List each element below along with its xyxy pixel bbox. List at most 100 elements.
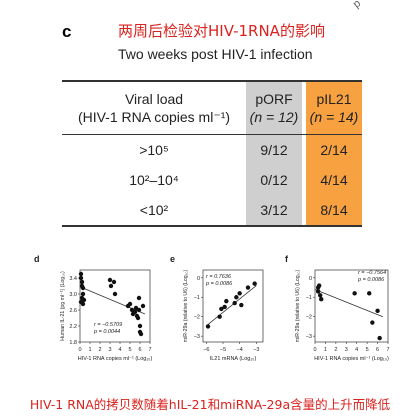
stats-text: r = 0.7636 (206, 274, 232, 280)
fit-line (314, 289, 383, 318)
data-point (319, 296, 324, 302)
header-pil21-line2: (n = 14) (309, 109, 359, 125)
data-point (219, 306, 224, 312)
x-tick-label: 7 (386, 347, 389, 353)
porf-cell: 3/12 (246, 195, 302, 227)
data-point (127, 301, 133, 307)
y-tick-label: −3 (306, 334, 312, 340)
panel-letter: e (170, 254, 175, 264)
row-label: 10²–10⁴ (129, 172, 179, 188)
data-point (232, 300, 237, 306)
pil21-cell: 2/14 (306, 134, 362, 165)
panel-letter: d (34, 254, 40, 264)
y-tick-label: −3 (194, 334, 200, 340)
y-tick-label: 3.0 (69, 292, 77, 298)
x-tick-label: 0 (78, 347, 81, 353)
data-point (370, 320, 375, 325)
header-porf-line2: (n = 12) (249, 109, 299, 125)
stats-text: r = −0.7564 (358, 270, 386, 276)
header-viral-load: Viral load (HIV-1 RNA copies ml⁻¹) (62, 80, 246, 135)
x-tick-label: 3 (108, 347, 111, 353)
data-point (132, 309, 138, 315)
data-point (252, 281, 257, 286)
x-tick-label: 0 (313, 347, 316, 353)
x-tick-label: −5 (220, 347, 226, 353)
y-tick-label: 0 (309, 276, 312, 282)
y-tick-label: −1 (306, 295, 312, 301)
x-tick-label: 6 (376, 347, 379, 353)
x-axis-label: HIV-1 RNA copies ml⁻¹ (Log₁₀) (78, 356, 153, 362)
x-tick-label: 1 (324, 347, 327, 353)
plot-frame (202, 269, 264, 343)
data-point (222, 304, 227, 310)
data-point (234, 295, 239, 300)
data-point (112, 291, 118, 297)
data-point (352, 291, 357, 296)
data-point (107, 277, 113, 283)
data-point (224, 298, 229, 304)
x-tick-label: 4 (118, 347, 121, 353)
data-point (138, 331, 144, 337)
data-point (80, 291, 86, 297)
x-tick-label: 5 (128, 347, 131, 353)
row-label: >10⁵ (139, 142, 169, 158)
x-tick-label: 4 (355, 347, 358, 353)
table-row: 10²–10⁴ 0/12 4/14 (62, 165, 362, 195)
x-tick-label: −3 (253, 347, 259, 353)
x-tick-label: 1 (88, 347, 91, 353)
panel-c-letter: c (62, 22, 72, 41)
data-point (78, 275, 84, 281)
table-row: <10² 3/12 8/14 (62, 195, 362, 227)
x-tick-label: −6 (203, 347, 209, 353)
x-axis-label: IL21 mRNA (Log₁₀) (210, 356, 257, 362)
data-point (80, 301, 86, 307)
header-pil21: pIL21 (n = 14) (306, 80, 362, 135)
table-subtitle: Two weeks post HIV-1 infection (118, 46, 313, 62)
data-point (205, 324, 211, 329)
header-porf: pORF (n = 12) (246, 80, 302, 135)
stats-text: p = 0.0086 (357, 277, 385, 283)
data-point (315, 289, 321, 294)
stats-text: p = 0.0044 (93, 329, 120, 335)
data-point (245, 285, 251, 290)
data-point (316, 283, 322, 288)
chinese-footer: HIV-1 RNA的拷贝数随着hIL-21和miRNA-29a含量的上升而降低 (29, 397, 391, 412)
header-porf-line1: pORF (255, 91, 293, 107)
x-tick-label: 3 (345, 347, 348, 353)
fit-line (207, 285, 257, 325)
porf-cell: 0/12 (246, 165, 302, 195)
data-point (108, 283, 114, 289)
data-point (377, 335, 382, 341)
porf-cell: 9/12 (246, 134, 302, 165)
table-row: >10⁵ 9/12 2/14 (62, 134, 362, 165)
plot-frame (79, 269, 151, 343)
x-tick-label: 2 (98, 347, 101, 353)
header-viral-load-line1: Viral load (124, 91, 184, 107)
stats-text: r = −0.5709 (94, 322, 122, 328)
header-pil21-line1: pIL21 (316, 91, 352, 107)
data-point (78, 271, 84, 277)
chinese-title: 两周后检验对HIV-1RNA的影响 (118, 22, 325, 40)
data-point (239, 302, 244, 308)
data-point (375, 308, 380, 314)
row-label: <10² (62, 195, 246, 227)
x-tick-label: 2 (334, 347, 337, 353)
x-tick-label: 5 (366, 347, 369, 353)
y-tick-label: 0 (197, 276, 200, 282)
x-tick-label: 7 (148, 347, 151, 353)
x-axis-label: HIV-1 RNA copies ml⁻¹ (Log₁₀) (314, 356, 389, 362)
y-tick-label: 2.2 (69, 324, 77, 330)
y-axis-label: miR-29a (relative to U6) (Log₁₀) (183, 269, 189, 342)
data-point (136, 295, 142, 301)
data-point (80, 285, 86, 291)
data-point (217, 314, 222, 319)
data-point (367, 291, 372, 296)
y-axis-label: miR-29a (relative to U6) (Log₁₀) (295, 269, 301, 342)
data-point (318, 293, 323, 298)
data-point (79, 279, 85, 285)
y-tick-label: −1 (194, 295, 200, 301)
data-point (111, 279, 117, 285)
plot-frame (314, 269, 389, 343)
x-tick-label: 6 (138, 347, 141, 353)
data-point (237, 291, 242, 296)
